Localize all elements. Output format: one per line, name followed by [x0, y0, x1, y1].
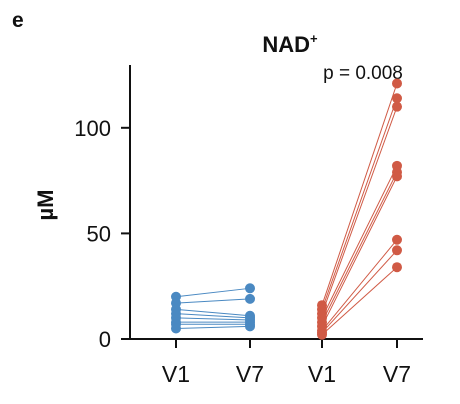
x-tick-label: V7 [236, 361, 264, 387]
x-tick-label: V7 [383, 361, 411, 387]
x-ticks: V1 V7 V1 V7 [162, 339, 411, 387]
y-tick-label: 0 [99, 327, 111, 352]
pair-line [175, 308, 251, 317]
pair-line [321, 249, 398, 334]
pair-line [321, 266, 398, 336]
pair-line [175, 298, 251, 304]
pair-line [175, 313, 251, 319]
pair-line [321, 83, 398, 306]
y-axis-label: µM [33, 189, 58, 220]
data-point-v1 [171, 323, 181, 334]
data-point-v7 [245, 321, 255, 332]
pair-line [321, 176, 398, 327]
y-ticks: 0 50 100 [74, 116, 130, 352]
x-tick-label: V1 [308, 361, 336, 387]
data-points [171, 78, 402, 340]
chart-title-main: NAD [262, 32, 310, 57]
data-point-v7 [392, 101, 402, 112]
y-tick-label: 100 [74, 116, 111, 141]
pair-line [321, 171, 398, 323]
data-point-v7 [392, 78, 402, 89]
p-value-annotation: p = 0.008 [323, 63, 403, 84]
data-point-v7 [392, 93, 402, 104]
data-point-v1 [317, 329, 327, 340]
pair-line [321, 239, 398, 331]
paired-lines [175, 83, 398, 336]
y-tick-label: 50 [87, 221, 111, 246]
pair-line [321, 98, 398, 310]
data-point-v7 [392, 262, 402, 273]
pair-line [175, 325, 251, 329]
data-point-v7 [392, 171, 402, 182]
pair-line [321, 106, 398, 314]
x-tick-label: V1 [162, 361, 190, 387]
pair-line [175, 287, 251, 298]
panel-label: e [12, 9, 24, 32]
chart-title: NAD+ [262, 31, 318, 57]
pair-line [321, 165, 398, 319]
data-point-v7 [245, 283, 255, 294]
chart-title-superscript: + [310, 31, 318, 46]
data-point-v7 [245, 293, 255, 304]
data-point-v7 [392, 234, 402, 245]
data-point-v7 [392, 245, 402, 256]
pair-line [175, 317, 251, 321]
